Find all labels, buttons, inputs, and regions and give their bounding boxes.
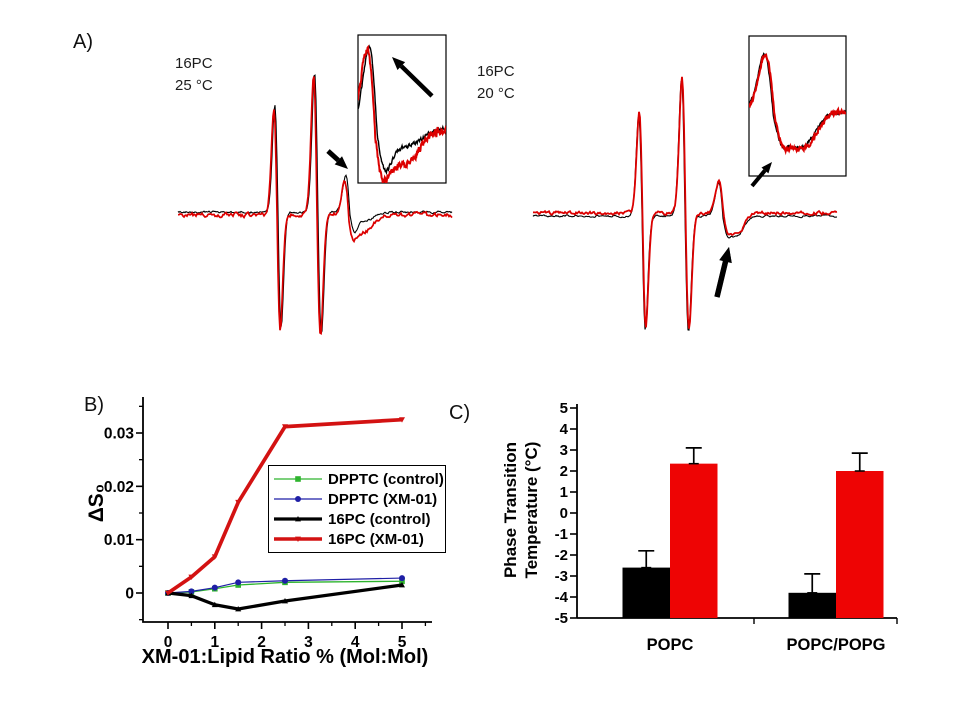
panel-c-letter: C) <box>449 402 471 424</box>
panel-b-letter: B) <box>84 394 104 416</box>
data-marker <box>399 582 405 588</box>
data-marker <box>282 424 288 430</box>
panel-b-legend: DPPTC (control) DPPTC (XM-01) 16PC (cont… <box>268 465 446 553</box>
panel-c-y-axis-title: Phase Transition Temperature (°C) <box>500 400 544 620</box>
annotation-arrowhead <box>392 57 406 71</box>
tick-label: 3 <box>304 634 313 651</box>
annotation-arrow <box>326 149 341 163</box>
legend-item: DPPTC (XM-01) <box>273 489 445 509</box>
data-marker <box>188 588 195 595</box>
tick-label: 4 <box>560 421 569 438</box>
data-marker <box>295 516 301 522</box>
data-marker <box>211 601 218 608</box>
legend-label: DPPTC (control) <box>328 470 444 488</box>
annotation-arrow <box>714 260 729 298</box>
epr-trace <box>178 76 453 335</box>
tick-label: 0.01 <box>104 532 135 549</box>
data-marker <box>295 476 301 482</box>
legend-item: DPPTC (control) <box>273 469 445 489</box>
data-marker <box>235 499 242 506</box>
spectrum-label-right: 16PC 20 °C <box>477 61 515 105</box>
tick-label: -5 <box>555 610 568 627</box>
legend-label: 16PC (XM-01) <box>328 530 424 548</box>
legend-label: DPPTC (XM-01) <box>328 490 438 508</box>
panel-b-line-chart: 0 0.01 0.02 0.03 0 1 2 3 4 5 <box>104 397 432 651</box>
series-line-DPPTC (XM-01) <box>167 577 403 594</box>
data-marker <box>211 554 218 560</box>
bar-control-POPC/POPG <box>788 592 836 618</box>
data-marker <box>295 536 301 542</box>
tick-label: 0 <box>164 634 173 651</box>
legend-swatch-green <box>274 476 322 482</box>
bar-control-POPC <box>622 567 670 618</box>
panel-c-category-popc-popg: POPC/POPG <box>786 636 886 654</box>
data-marker <box>295 496 301 502</box>
tick-label: 1 <box>210 634 219 651</box>
tick-label: 5 <box>560 400 568 417</box>
tick-label: 4 <box>351 634 360 651</box>
inset-epr-trace <box>749 52 846 156</box>
tick-label: 0.03 <box>104 426 135 443</box>
panel-a-spectra-plot <box>177 34 847 335</box>
series-line-16PC (control) <box>167 583 403 611</box>
tick-label: 5 <box>398 634 407 651</box>
panel-b-y-axis-title: ΔS₀ <box>85 483 108 523</box>
tick-label: 2 <box>560 463 568 480</box>
data-marker <box>399 578 405 585</box>
tick-label: -4 <box>555 589 569 606</box>
tick-label: -3 <box>555 568 568 585</box>
legend-item: 16PC (control) <box>273 509 445 529</box>
legend-item: 16PC (XM-01) <box>273 529 445 549</box>
spectrum-label-right-line1: 16PC <box>477 63 515 80</box>
data-marker <box>188 574 195 580</box>
legend-swatch-red <box>274 536 322 542</box>
panel-c-category-popc: POPC <box>646 636 694 654</box>
panel-c-y-axis-title-line2: Temperature (°C) <box>522 441 541 579</box>
panel-c-y-axis-title-line1: Phase Transition <box>501 441 520 579</box>
inset-epr-trace <box>358 44 446 183</box>
annotation-arrow <box>750 169 767 188</box>
tick-label: -2 <box>555 547 568 564</box>
data-marker <box>211 584 218 591</box>
panel-b-x-axis-title: XM-01:Lipid Ratio % (Mol:Mol) <box>141 646 429 668</box>
inset-plot <box>749 52 846 156</box>
annotation-arrowhead <box>761 162 772 174</box>
bar-XM-01-POPC/POPG <box>836 471 884 618</box>
inset-box <box>748 35 847 177</box>
legend-swatch-blue <box>274 496 322 502</box>
annotation-arrow <box>399 64 434 98</box>
tick-label: 3 <box>560 442 568 459</box>
inset-plot <box>358 44 446 183</box>
data-marker <box>188 592 195 599</box>
epr-trace <box>177 74 453 334</box>
data-marker <box>282 598 288 604</box>
spectrum-label-right-line2: 20 °C <box>477 85 515 102</box>
tick-label: 1 <box>560 484 568 501</box>
legend-label: 16PC (control) <box>328 510 431 528</box>
spectrum-label-left-line1: 16PC <box>175 55 213 72</box>
panel-a-letter: A) <box>73 31 93 53</box>
spectrum-label-left-line2: 25 °C <box>175 77 213 94</box>
data-marker <box>165 590 171 596</box>
tick-label: 0.02 <box>104 479 134 496</box>
tick-label: 0 <box>560 505 568 522</box>
bar-XM-01-POPC <box>670 463 718 618</box>
axes <box>142 397 432 623</box>
tick-label: 2 <box>257 634 266 651</box>
data-marker <box>235 606 242 612</box>
legend-swatch-black <box>274 516 322 522</box>
panel-c-bar-chart: 5 4 3 2 1 0 -1 -2 -3 -4 -5 <box>555 400 898 627</box>
spectrum-label-left: 16PC 25 °C <box>175 53 213 97</box>
data-marker <box>399 575 405 582</box>
annotation-arrowhead <box>719 247 732 264</box>
series-line-16PC (XM-01) <box>166 417 403 595</box>
data-marker <box>282 577 288 584</box>
data-marker <box>235 579 242 586</box>
tick-label: -1 <box>555 526 568 543</box>
data-marker <box>399 417 405 423</box>
tick-label: 0 <box>125 586 134 603</box>
epr-trace <box>532 76 838 329</box>
annotation-arrowhead <box>334 156 348 169</box>
